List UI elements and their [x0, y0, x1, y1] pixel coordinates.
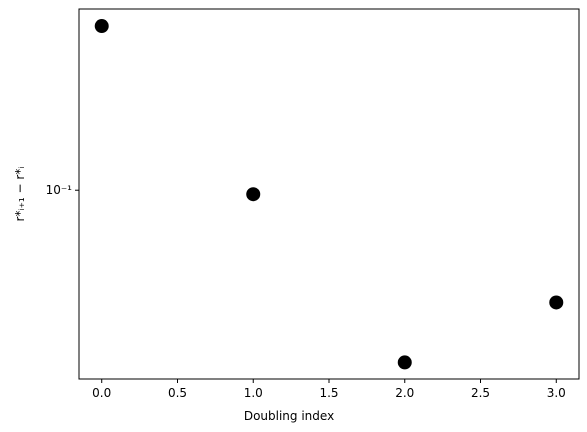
y-axis-label: r*ᵢ₊₁ − r*ᵢ — [13, 167, 27, 222]
point — [246, 187, 261, 202]
x-tick-label: 2.5 — [471, 386, 490, 400]
x-axis-label: Doubling index — [244, 409, 334, 423]
point — [549, 295, 564, 310]
plot-frame — [78, 8, 580, 380]
x-tick-label: 2.0 — [395, 386, 414, 400]
point — [397, 355, 412, 370]
x-tick-label: 0.0 — [92, 386, 111, 400]
x-tick-label: 1.0 — [244, 386, 263, 400]
x-tick-label: 3.0 — [547, 386, 566, 400]
x-tick-label: 0.5 — [168, 386, 187, 400]
y-tick-label: 10⁻¹ — [46, 183, 73, 197]
point — [94, 19, 109, 34]
x-tick-label: 1.5 — [319, 386, 338, 400]
